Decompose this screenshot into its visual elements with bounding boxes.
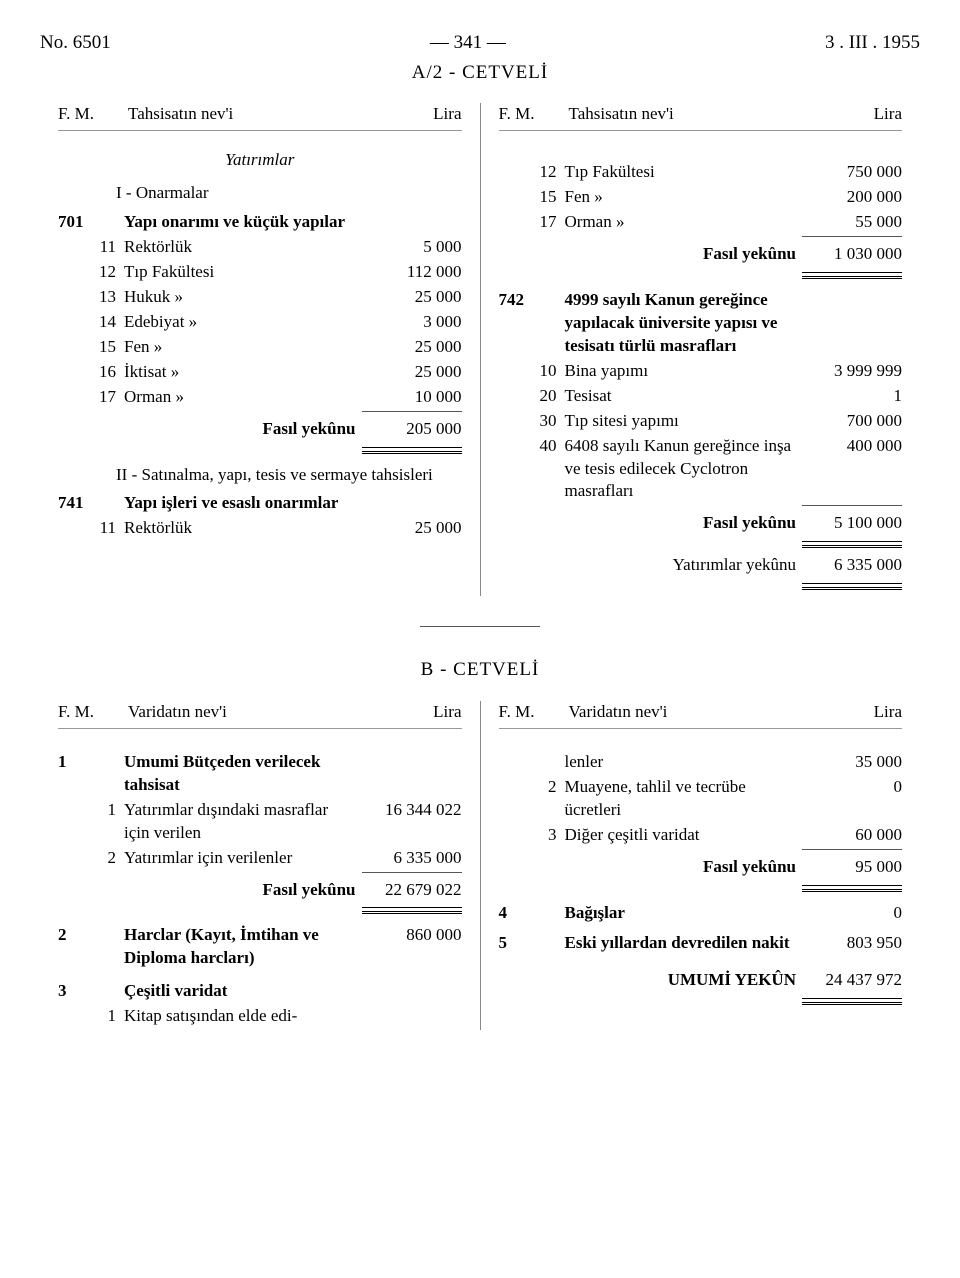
brcol-yekun: Fasıl yekûnu95 000 [499, 856, 903, 879]
section-b: F. M. Varidatın nev'i Lira 1Umumi Bütçed… [40, 701, 920, 1030]
col-left-b: F. M. Varidatın nev'i Lira 1Umumi Bütçed… [40, 701, 481, 1030]
table-row: 15Fen »25 000 [58, 336, 462, 359]
table-row: 13Hukuk »25 000 [58, 286, 462, 309]
rule [802, 505, 902, 506]
table-row: 20Tesisat1 [499, 385, 903, 408]
b2-row: 2Harclar (Kayıt, İmtihan ve Diploma harc… [58, 924, 462, 970]
table-row: 17Orman »55 000 [499, 211, 903, 234]
rule [362, 872, 462, 873]
umumi-yekun: UMUMİ YEKÛN24 437 972 [499, 969, 903, 992]
b5-row: 5Eski yıllardan devredilen nakit803 950 [499, 932, 903, 955]
table-row: 12Tıp Fakültesi112 000 [58, 261, 462, 284]
rule [362, 447, 462, 454]
col-header: F. M. Tahsisatın nev'i Lira [58, 103, 462, 131]
page-header: No. 6501 — 341 — 3 . III . 1955 [40, 30, 920, 56]
col-right-b: F. M. Varidatın nev'i Lira lenler35 000 … [481, 701, 921, 1030]
doc-date: 3 . III . 1955 [825, 30, 920, 56]
table-row: 3Diğer çeşitli varidat60 000 [499, 824, 903, 847]
col-header: F. M. Varidatın nev'i Lira [499, 701, 903, 729]
page-number: — 341 — [430, 30, 506, 56]
table-row: 1Yatırımlar dışındaki masraflar için ver… [58, 799, 462, 845]
table-row: 30Tıp sitesi yapımı700 000 [499, 410, 903, 433]
section-divider [420, 626, 540, 627]
rule [362, 907, 462, 914]
yatirimlar-title: Yatırımlar [58, 149, 462, 172]
table-row: 11Rektörlük5 000 [58, 236, 462, 259]
table-row: 406408 sayılı Kanun gereğince inşa ve te… [499, 435, 903, 504]
rule [802, 583, 902, 590]
section-a: F. M. Tahsisatın nev'i Lira Yatırımlar I… [40, 103, 920, 596]
table-row: 14Edebiyat »3 000 [58, 311, 462, 334]
satinalma-title: II - Satınalma, yapı, tesis ve sermaye t… [116, 464, 462, 487]
table-row: 15Fen »200 000 [499, 186, 903, 209]
table-row: 1Kitap satışından elde edi- [58, 1005, 462, 1028]
rule [802, 998, 902, 1005]
b1-yekun: Fasıl yekûnu22 679 022 [58, 879, 462, 902]
f742-yekun: Fasıl yekûnu5 100 000 [499, 512, 903, 535]
table-row: 11Rektörlük25 000 [58, 517, 462, 540]
f741-head: 741 Yapı işleri ve esaslı onarımlar [58, 492, 462, 515]
table-row: 12Tıp Fakültesi750 000 [499, 161, 903, 184]
rule [802, 541, 902, 548]
rcol-yekun1: Fasıl yekûnu1 030 000 [499, 243, 903, 266]
col-header: F. M. Tahsisatın nev'i Lira [499, 103, 903, 131]
b4-row: 4Bağışlar0 [499, 902, 903, 925]
rule [802, 236, 902, 237]
col-right: F. M. Tahsisatın nev'i Lira 12Tıp Fakült… [481, 103, 921, 596]
f701-yekun: Fasıl yekûnu205 000 [58, 418, 462, 441]
f701-head: 701 Yapı onarımı ve küçük yapılar [58, 211, 462, 234]
hdr-name: Tahsisatın nev'i [128, 103, 372, 126]
doc-number: No. 6501 [40, 30, 111, 56]
onarmalar-title: I - Onarmalar [116, 182, 462, 205]
table-row: 17Orman »10 000 [58, 386, 462, 409]
table-row: 2Yatırımlar için verilenler6 335 000 [58, 847, 462, 870]
table-row: 2Muayene, tahlil ve tecrübe ücretleri0 [499, 776, 903, 822]
col-header: F. M. Varidatın nev'i Lira [58, 701, 462, 729]
rule [802, 885, 902, 892]
col-left: F. M. Tahsisatın nev'i Lira Yatırımlar I… [40, 103, 481, 596]
f701-no: 701 [58, 211, 88, 234]
table-row: 10Bina yapımı3 999 999 [499, 360, 903, 383]
table-row: 16İktisat »25 000 [58, 361, 462, 384]
rule [802, 272, 902, 279]
section-title-a: A/2 - CETVELİ [40, 60, 920, 86]
hdr-lira: Lira [372, 103, 462, 126]
f742-head: 742 4999 sayılı Kanun gereğince yapılaca… [499, 289, 903, 358]
yatirimlar-yekun: Yatırımlar yekûnu6 335 000 [499, 554, 903, 577]
section-title-b: B - CETVELİ [40, 657, 920, 683]
hdr-fm: F. M. [58, 103, 128, 126]
b3-head: 3Çeşitli varidat [58, 980, 462, 1003]
f701-title: Yapı onarımı ve küçük yapılar [124, 211, 362, 234]
rule [362, 411, 462, 412]
table-row: lenler35 000 [499, 751, 903, 774]
rule [802, 849, 902, 850]
b1-head: 1Umumi Bütçeden verilecek tahsisat [58, 751, 462, 797]
